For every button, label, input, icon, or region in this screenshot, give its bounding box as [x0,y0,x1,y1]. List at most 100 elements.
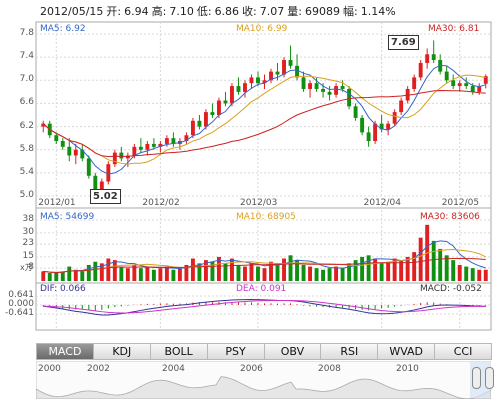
volume-bar [184,264,189,281]
volume-bar [373,258,378,281]
navigator-left-handle[interactable] [472,367,481,389]
dea-line [43,299,486,314]
volume-bar [301,264,306,281]
candle-body [158,143,163,147]
volume-ytick: 30 [22,226,34,237]
volume-bar [223,263,228,281]
change-label: 幅: [343,5,358,18]
tab-kdj[interactable]: KDJ [92,343,151,360]
volume-bar [464,266,469,281]
macd-value-label: MACD: -0.052 [420,284,482,294]
macd-ytick: 0.641 [8,290,34,300]
volume-bar [438,248,443,281]
volume-bar [412,252,417,281]
tab-macd[interactable]: MACD [36,343,94,360]
volume-bar [197,263,202,281]
volume-ytick: 15 [22,250,34,261]
candle-body [223,100,228,104]
volume-bar [334,266,339,281]
tab-rsi[interactable]: RSI [320,343,379,360]
volume-bar [210,261,215,281]
price-xtick: 2012/05 [441,198,480,208]
price-xtick: 2012/02 [142,198,180,208]
volume-bar [405,256,410,281]
volume-bar [392,258,397,281]
ma5-volume-label: MA5: 54699 [40,212,95,222]
volume-bar [99,263,104,281]
volume-ytick: 8 [28,262,34,273]
price-xtick: 2012/01 [38,198,76,208]
candle-body [210,112,215,115]
volume-ma30-line [43,257,486,273]
volume-bar [249,263,254,281]
nav-year-2008: 2008 [318,364,341,374]
ma30-line [42,90,486,158]
price-ytick: 7.4 [19,51,34,62]
candle-body [54,135,59,142]
volume-bar [145,266,150,281]
volume-bar [73,269,78,281]
volume-bar [216,256,221,281]
candle-body [373,123,378,142]
volume-bar [321,269,326,281]
timeline-navigator[interactable] [36,361,491,399]
tab-boll[interactable]: BOLL [149,343,208,360]
candle-body [60,141,65,147]
volume-bar [125,268,130,281]
macd-ytick: 0.000 [8,299,34,309]
volume-ytick: 38 [22,214,34,224]
tab-psy[interactable]: PSY [206,343,265,360]
high-label: 高: [151,5,167,18]
candle-body [275,71,280,75]
panel-frame-0 [35,21,492,209]
ma30-volume-label: MA30: 83606 [420,212,480,222]
tab-wvad[interactable]: WVAD [377,343,436,360]
candle-body [269,71,273,81]
open-label: 开: [106,5,122,18]
volume-bar [236,264,241,281]
volume-bar [190,258,195,281]
price-ytick: 6.6 [19,97,34,108]
price-ytick: 6.2 [19,120,34,131]
volume-bar [470,268,475,281]
candle-body [171,138,176,144]
candle-body [347,88,352,107]
candle-body [184,135,189,142]
close-label: 收: [242,5,257,18]
change-value: 1.14% [360,5,396,18]
price-ytick: 7.0 [19,74,34,85]
candle-body [99,181,104,191]
volume-bar [282,258,286,281]
indicator-tabs: MACD KDJ BOLL PSY OBV RSI WVAD CCI [36,343,492,360]
stock-chart[interactable] [0,0,497,343]
tab-obv[interactable]: OBV [263,343,322,360]
low-value: 6.86 [214,5,240,18]
candle-body [464,83,469,87]
candle-body [190,120,195,136]
nav-year-2006: 2006 [240,364,263,374]
volume-bar [60,271,65,281]
volume-bar [80,271,85,281]
quote-date: 2012/05/15 [40,5,104,18]
volume-bar [314,268,319,281]
candle-body [444,71,449,81]
quote-header: 2012/05/15 开: 6.94 高: 7.10 低: 6.86 收: 7.07 量: 6908… [40,3,399,19]
volume-bar [275,264,280,281]
volume-bar [353,260,358,281]
candle-body [425,54,430,63]
high-callout: 7.69 [388,35,419,50]
volume-value: 69089 [305,5,340,18]
candle-body [418,62,423,78]
volume-bar [86,264,91,281]
tab-cci[interactable]: CCI [434,343,492,360]
navigator-right-handle[interactable] [485,367,494,389]
volume-bar [457,264,462,281]
candle-body [243,83,247,92]
volume-bar [177,268,182,281]
panel-frame-2 [35,282,492,331]
ma10-volume-label: MA10: 68905 [236,212,296,222]
volume-bar [203,260,208,281]
candle-body [457,83,462,87]
candle-body [392,112,397,124]
candle-body [386,123,391,130]
